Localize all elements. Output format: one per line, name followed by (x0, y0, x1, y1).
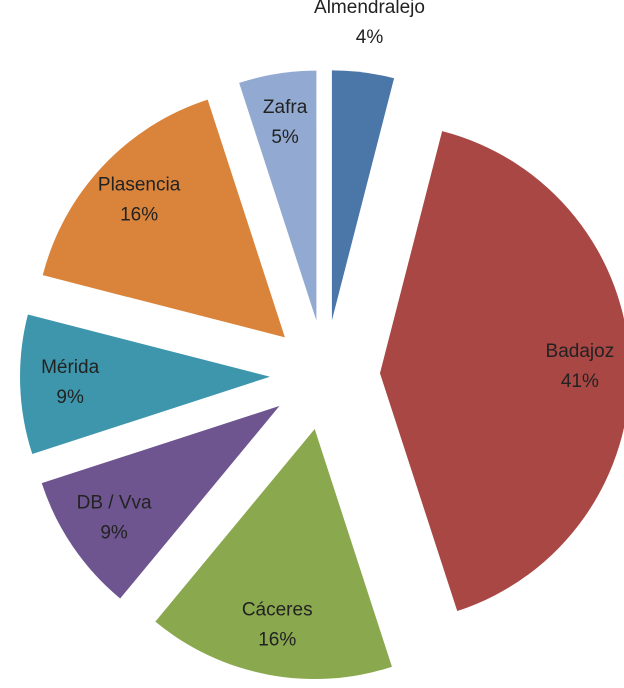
slice-label: Almendralejo (314, 0, 425, 18)
slice-percent: 9% (56, 387, 84, 408)
slice-label: Plasencia (98, 174, 181, 195)
pie-slice (20, 314, 271, 454)
pie-slice (42, 99, 285, 338)
pie-slice (379, 131, 624, 612)
slice-label: Zafra (263, 97, 308, 118)
slice-percent: 41% (561, 371, 599, 392)
pie-slice (155, 429, 392, 680)
pie-slice (41, 405, 280, 599)
slice-percent: 16% (120, 204, 158, 225)
slice-percent: 9% (100, 522, 128, 543)
pie-slice (331, 70, 395, 321)
slice-label: DB / Vva (77, 492, 152, 513)
slice-percent: 5% (271, 127, 299, 148)
slice-label: Cáceres (242, 599, 313, 620)
slice-percent: 4% (356, 27, 384, 48)
slice-label: Badajoz (546, 341, 615, 362)
pie-slice (239, 70, 317, 321)
slice-percent: 16% (258, 629, 296, 650)
slice-label: Mérida (41, 357, 100, 378)
